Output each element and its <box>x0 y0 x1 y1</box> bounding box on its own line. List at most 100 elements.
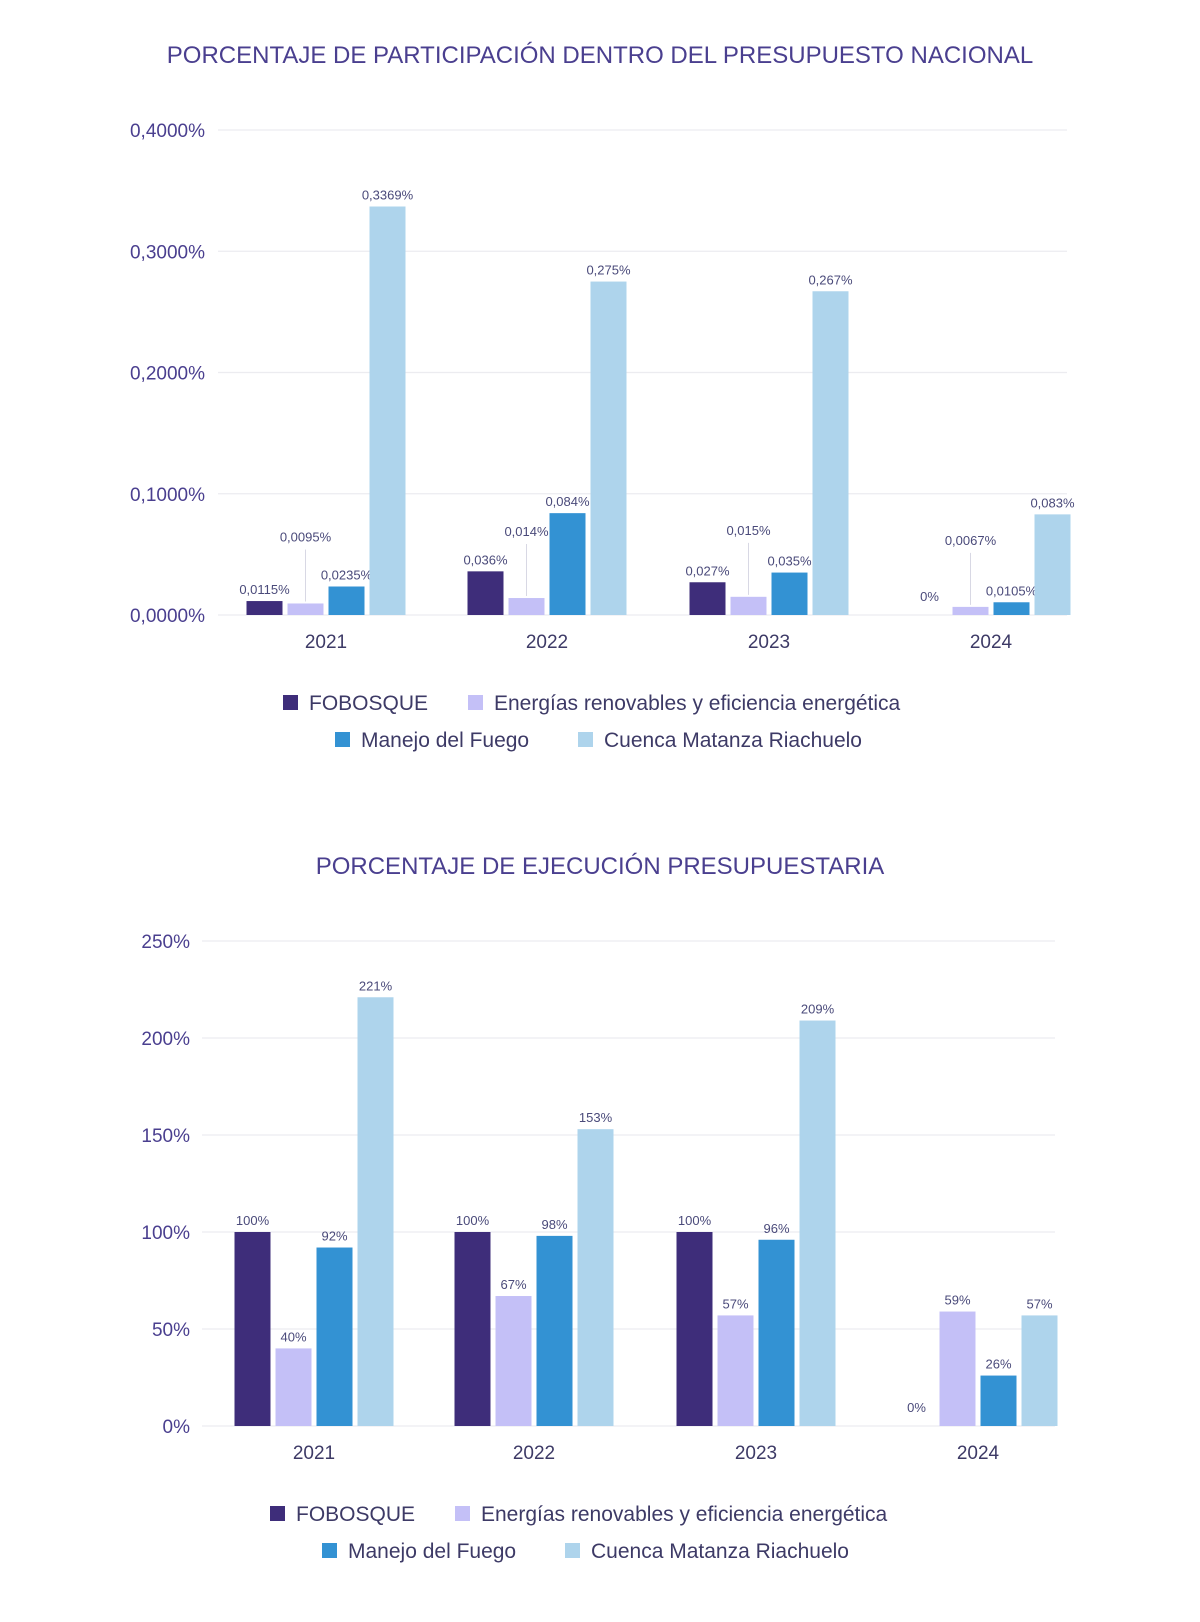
legend-swatch <box>322 1543 337 1558</box>
data-label: 59% <box>944 1293 970 1308</box>
data-label: 0,3369% <box>362 188 414 203</box>
data-label: 0,036% <box>463 552 508 567</box>
y-tick-label: 0% <box>163 1417 191 1438</box>
chart-title: PORCENTAJE DE EJECUCIÓN PRESUPUESTARIA <box>316 853 885 880</box>
data-label: 96% <box>763 1221 789 1236</box>
bar <box>275 1348 312 1426</box>
data-label: 26% <box>985 1357 1011 1372</box>
bar <box>234 1232 271 1426</box>
data-label: 0,027% <box>685 563 730 578</box>
legend-swatch <box>468 695 483 710</box>
y-tick-label: 0,3000% <box>130 242 205 263</box>
y-tick-label: 100% <box>141 1223 190 1244</box>
bar <box>1021 1315 1058 1426</box>
data-label: 0,0115% <box>239 582 290 597</box>
bar <box>577 1129 614 1426</box>
bar <box>993 602 1030 615</box>
legend-label: Manejo del Fuego <box>348 1540 516 1563</box>
bar <box>508 598 545 615</box>
data-label: 0,035% <box>767 554 812 569</box>
bar <box>980 1375 1017 1426</box>
legend-swatch <box>270 1506 285 1521</box>
legend-swatch <box>578 732 593 747</box>
bar <box>590 281 627 615</box>
bar <box>676 1232 713 1426</box>
data-label: 0,275% <box>586 263 631 278</box>
legend-swatch <box>455 1506 470 1521</box>
legend-swatch <box>283 695 298 710</box>
chart-1: PORCENTAJE DE PARTICIPACIÓN DENTRO DEL P… <box>130 42 1075 752</box>
bar <box>467 571 504 615</box>
legend-label: FOBOSQUE <box>296 1503 415 1526</box>
data-label: 0% <box>920 589 939 604</box>
legend-label: Cuenca Matanza Riachuelo <box>591 1540 849 1563</box>
legend-label: Energías renovables y eficiencia energét… <box>494 692 901 715</box>
legend-label: FOBOSQUE <box>309 692 428 715</box>
data-label: 0,0067% <box>945 533 997 548</box>
y-tick-label: 0,1000% <box>130 485 205 506</box>
bar <box>717 1315 754 1426</box>
y-tick-label: 50% <box>152 1320 190 1341</box>
bar <box>316 1247 353 1426</box>
bar <box>771 572 808 615</box>
x-tick-label: 2021 <box>305 632 347 653</box>
bar <box>328 586 365 615</box>
legend-label: Cuenca Matanza Riachuelo <box>604 729 862 752</box>
bar <box>689 582 726 615</box>
bar <box>536 1235 573 1426</box>
data-label: 92% <box>321 1229 347 1244</box>
legend-label: Energías renovables y eficiencia energét… <box>481 1503 888 1526</box>
data-label: 57% <box>722 1296 748 1311</box>
data-label: 0,267% <box>808 272 853 287</box>
y-tick-label: 0,4000% <box>130 121 205 142</box>
data-label: 100% <box>456 1213 490 1228</box>
data-label: 67% <box>500 1277 526 1292</box>
bar <box>730 596 767 615</box>
data-label: 100% <box>236 1213 270 1228</box>
data-label: 100% <box>678 1213 712 1228</box>
data-label: 40% <box>280 1329 306 1344</box>
bar <box>1034 514 1071 615</box>
y-tick-label: 0,0000% <box>130 606 205 627</box>
data-label: 209% <box>801 1002 835 1017</box>
bar <box>799 1020 836 1426</box>
data-label: 0,0235% <box>321 568 373 583</box>
data-label: 0,014% <box>504 524 549 539</box>
data-label: 57% <box>1026 1296 1052 1311</box>
bar <box>758 1239 795 1426</box>
y-tick-label: 150% <box>141 1126 190 1147</box>
data-label: 0,015% <box>726 523 771 538</box>
bar <box>939 1311 976 1426</box>
bar <box>454 1232 491 1426</box>
y-tick-label: 250% <box>141 932 190 953</box>
data-label: 153% <box>579 1110 613 1125</box>
bar <box>369 206 406 616</box>
chart-2: PORCENTAJE DE EJECUCIÓN PRESUPUESTARIA 0%… <box>141 853 1058 1563</box>
x-tick-label: 2024 <box>957 1443 1000 1464</box>
x-tick-label: 2024 <box>970 632 1013 653</box>
x-tick-label: 2021 <box>293 1443 335 1464</box>
y-tick-label: 0,2000% <box>130 364 205 385</box>
data-label: 0,083% <box>1030 495 1075 510</box>
x-tick-label: 2022 <box>513 1443 555 1464</box>
data-label: 0,084% <box>545 494 590 509</box>
bar <box>812 291 849 615</box>
data-label: 98% <box>541 1217 567 1232</box>
data-label: 0% <box>907 1400 926 1415</box>
data-label: 221% <box>359 978 393 993</box>
x-tick-label: 2022 <box>526 632 568 653</box>
bar <box>287 603 324 615</box>
bar <box>549 513 586 615</box>
bar <box>246 601 283 615</box>
data-label: 0,0095% <box>280 529 332 544</box>
bar <box>357 997 394 1426</box>
y-tick-label: 200% <box>141 1029 190 1050</box>
bar <box>495 1296 532 1426</box>
chart-title: PORCENTAJE DE PARTICIPACIÓN DENTRO DEL P… <box>167 42 1033 69</box>
bar <box>952 606 989 615</box>
x-tick-label: 2023 <box>748 632 790 653</box>
legend-swatch <box>335 732 350 747</box>
x-tick-label: 2023 <box>735 1443 777 1464</box>
data-label: 0,0105% <box>986 583 1038 598</box>
